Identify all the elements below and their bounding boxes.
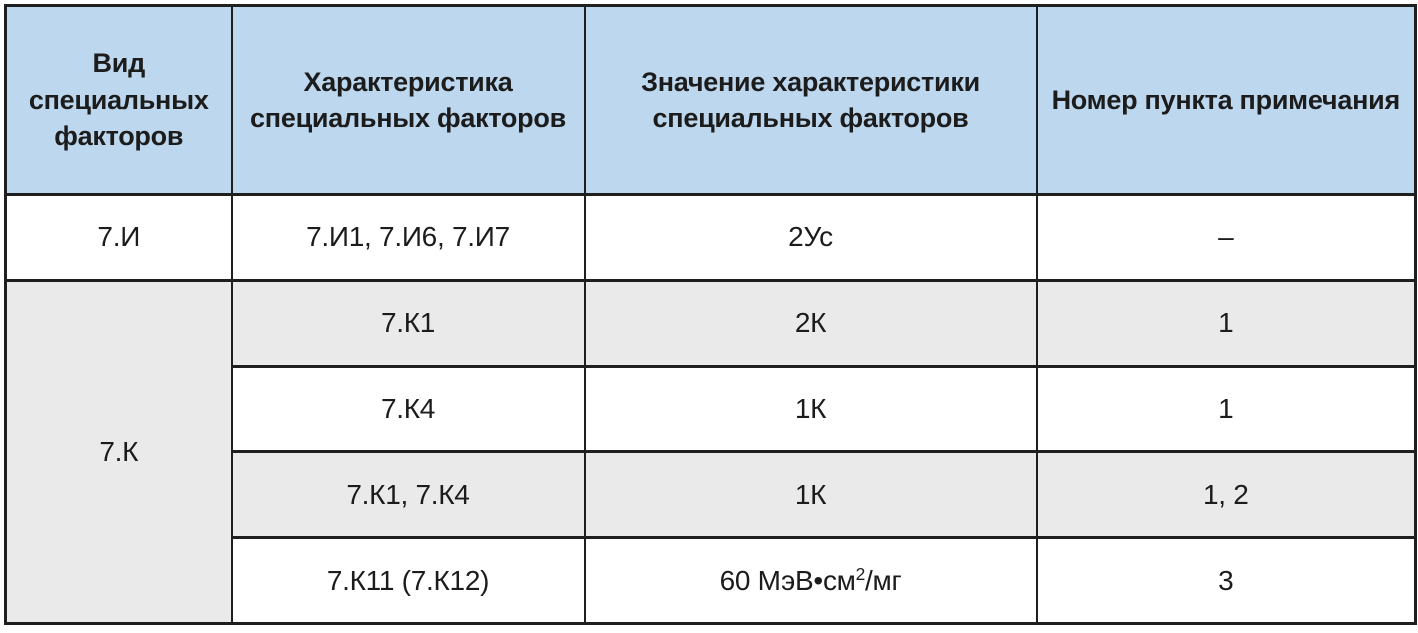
header-cell-characteristic-value: Значение характеристики специальных факт…	[583, 4, 1038, 196]
characteristic-cell: 7.К11 (7.К12)	[230, 536, 586, 625]
table-row: 7.К1, 7.К4 1К 1, 2	[6, 450, 1417, 540]
note-cell: 1, 2	[1035, 450, 1417, 540]
note-cell: 1	[1035, 364, 1417, 454]
note-cell: 3	[1035, 536, 1417, 625]
header-cell-factor-type: Вид специальных факторов	[4, 4, 233, 196]
header-cell-characteristic: Характеристика специальных факторов	[230, 4, 586, 196]
characteristic-cell: 7.К1, 7.К4	[230, 450, 586, 540]
table-row: 7.К11 (7.К12) 60 МэВ•см2/мг 3	[6, 536, 1417, 625]
note-cell: –	[1035, 193, 1417, 282]
value-cell: 2К	[583, 278, 1038, 368]
header-cell-note-number: Номер пункта примечания	[1035, 4, 1417, 196]
table-row: 7.К 7.К1 2К 1	[4, 278, 1417, 626]
value-cell: 2Ус	[583, 193, 1038, 282]
table-row: 7.И 7.И1, 7.И6, 7.И7 2Ус –	[4, 193, 1417, 282]
header-row: Вид специальных факторов Характеристика …	[4, 4, 1417, 196]
table-row: 7.К4 1К 1	[6, 364, 1417, 454]
factor-type-cell: 7.К	[4, 278, 233, 626]
factor-type-cell: 7.И	[4, 193, 233, 282]
value-cell: 1К	[583, 450, 1038, 540]
characteristic-cell: 7.И1, 7.И6, 7.И7	[230, 193, 586, 282]
value-cell: 60 МэВ•см2/мг	[583, 536, 1038, 625]
characteristic-cell: 7.К4	[230, 364, 586, 454]
special-factors-table: Вид специальных факторов Характеристика …	[4, 4, 1417, 626]
characteristic-cell: 7.К1	[230, 278, 586, 368]
value-cell: 1К	[583, 364, 1038, 454]
note-cell: 1	[1035, 278, 1417, 368]
value-text: 60 МэВ•см	[719, 564, 856, 596]
value-superscript: 2	[855, 564, 866, 585]
value-text-suffix: /мг	[865, 564, 902, 596]
